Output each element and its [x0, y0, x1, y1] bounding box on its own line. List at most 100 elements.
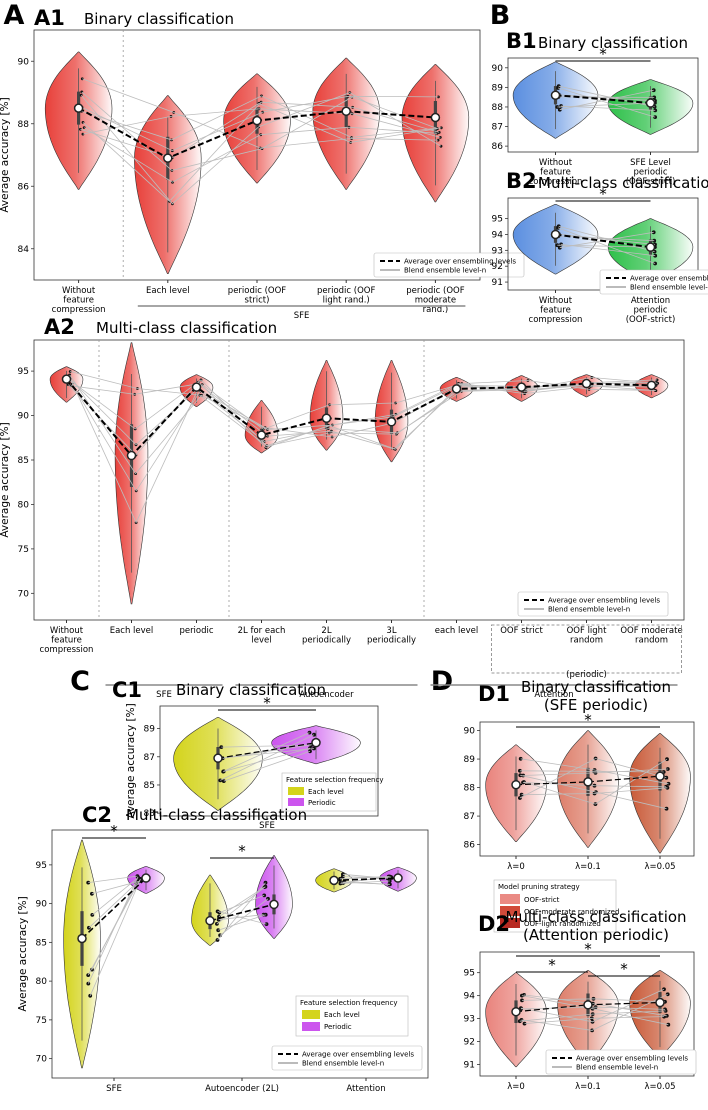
A2-mean-marker: [126, 450, 137, 461]
C2-mean-marker: [393, 873, 403, 883]
C2-legend-lines-entry: Blend ensemble level-n: [302, 1060, 384, 1068]
D2-sig-label: *: [620, 960, 628, 978]
D1-ytick-label: 90: [464, 727, 476, 737]
B2-sig-label: *: [599, 185, 607, 203]
D2-sig-label: *: [548, 956, 556, 974]
D2-category-label: λ=0.1: [575, 1082, 601, 1092]
D1-mean-marker: [583, 777, 593, 787]
C1-title: Binary classification: [176, 681, 326, 699]
A2-ytick-label: 70: [18, 589, 30, 599]
C2-point: [341, 872, 345, 877]
D1-mean-marker: [655, 771, 665, 781]
A1-ytick-label: 86: [18, 182, 30, 192]
panel-C1: 83 85 87 89 Average accuracy [%]C1 Binary cla…: [112, 678, 383, 831]
A2-mean-marker: [61, 374, 72, 384]
A2-frame: [33, 339, 685, 621]
B1-point: [557, 107, 562, 112]
D1-legend-entry: OOF-light randomized: [524, 920, 601, 928]
A1-mean-marker: [430, 112, 441, 123]
C1-mean-marker: [311, 737, 321, 748]
A1-mean-marker: [341, 106, 351, 116]
A2-blend-line: [68, 381, 657, 456]
panel-letter-A: A: [4, 0, 25, 31]
B2-label: B2: [506, 169, 537, 193]
B2-point: [555, 243, 560, 248]
D2-ytick-label: 95: [464, 969, 475, 979]
D1-legend-swatch: [500, 906, 520, 916]
A2-mean-marker: [386, 417, 397, 427]
C1-ylabel: Average accuracy [%]: [125, 703, 137, 818]
A2-category-label: Without feature compression: [40, 626, 94, 655]
C2-mean-line: [209, 903, 275, 922]
A2-ytick-label: 95: [18, 367, 29, 377]
C1-label: C1: [112, 678, 142, 702]
C2-blend-line: [87, 877, 139, 984]
B2-ytick-label: 92: [492, 262, 503, 272]
D2-ytick-label: 93: [464, 1015, 475, 1025]
A1-category-label: Without feature compression: [52, 286, 106, 315]
C1-ytick-label: 85: [144, 781, 155, 791]
A1-ytick-label: 88: [18, 120, 30, 130]
D2-mean-marker: [655, 997, 665, 1008]
B2-mean-marker: [550, 229, 561, 240]
panel-C2: 70 75 80 85 90 95 Average accuracy [%] C2 Multi-…: [17, 803, 429, 1094]
C2-category-label: Autoencoder (2L): [205, 1084, 279, 1094]
A2-mean-marker: [646, 380, 657, 391]
A2-category-label: periodic: [179, 626, 213, 636]
D2-mean-marker: [583, 1000, 593, 1010]
D1-ytick-label: 89: [464, 755, 476, 765]
B1-ytick-label: 89: [492, 83, 504, 93]
D1-ytick-label: 87: [464, 812, 475, 822]
B2-blend-line: [559, 231, 654, 249]
A1-category-label: periodic (OOF moderate rand.): [406, 286, 465, 315]
C2-mean-marker: [77, 933, 87, 944]
C2-ytick-label: 75: [36, 1016, 47, 1026]
C2-legend-swatch: [302, 1010, 320, 1019]
D1-point: [518, 756, 523, 761]
B2-category-label: Attention periodic (OOF-strict): [626, 296, 676, 325]
A2-legend-entry: Average over ensembling levels: [548, 597, 660, 605]
C1-blend-line: [223, 732, 310, 772]
A2-blend-line: [69, 379, 657, 447]
A2-ytick-label: 75: [18, 545, 29, 555]
A2-mean-marker: [581, 378, 592, 389]
D1-mean-marker: [511, 779, 521, 790]
D2-title: Multi-class classification: [505, 908, 686, 926]
B1-mean-marker: [550, 90, 561, 100]
C2-legend-entry: Each level: [324, 1011, 360, 1019]
D1-point: [665, 757, 669, 762]
C2-mean-marker: [329, 875, 339, 886]
C2-mean-marker: [269, 899, 279, 910]
D1-ytick-label: 88: [464, 784, 476, 794]
A2-mean-marker: [451, 384, 462, 394]
B1-sig-label: *: [599, 45, 607, 63]
C2-ytick-label: 70: [36, 1055, 48, 1065]
C1-ytick-label: 83: [144, 809, 155, 819]
B2-blend-line: [557, 227, 656, 264]
A2-category-label: OOF strict: [500, 626, 543, 636]
D1-legend-entry: OOF-strict: [524, 896, 560, 904]
A2-category-label: Each level: [110, 626, 154, 636]
D1-blend-line: [521, 787, 668, 796]
B1-ytick-label: 86: [492, 142, 504, 152]
C1-blend-line: [223, 750, 311, 782]
A1-legend-entry: Average over ensembling levels: [404, 258, 516, 266]
D2-frame: [479, 951, 695, 1077]
A2-category-label: each level: [435, 626, 478, 636]
panel-D1: 86 87 88 89 90 D1 Binary classification(SFE pe…: [464, 678, 695, 933]
D1-blend-line: [520, 758, 669, 785]
C2-mean-marker: [205, 915, 215, 926]
D2-legend-entry: Average over ensembling levels: [576, 1055, 688, 1063]
C1-frame: [159, 705, 379, 817]
C1-legend-swatch: [288, 798, 304, 806]
B1-category-label: Without feature compression: [529, 158, 583, 187]
A1-blend-line: [81, 95, 439, 152]
A1-blend-line: [83, 126, 438, 183]
C2-legend-title: Feature selection frequency: [300, 999, 397, 1007]
D1-frame: [479, 721, 695, 857]
C2-blend-line: [217, 911, 267, 925]
C2-title: Multi-class classification: [126, 806, 307, 824]
A2-group-label: Attention: [534, 690, 573, 700]
D2-legend-box: [545, 1049, 697, 1075]
